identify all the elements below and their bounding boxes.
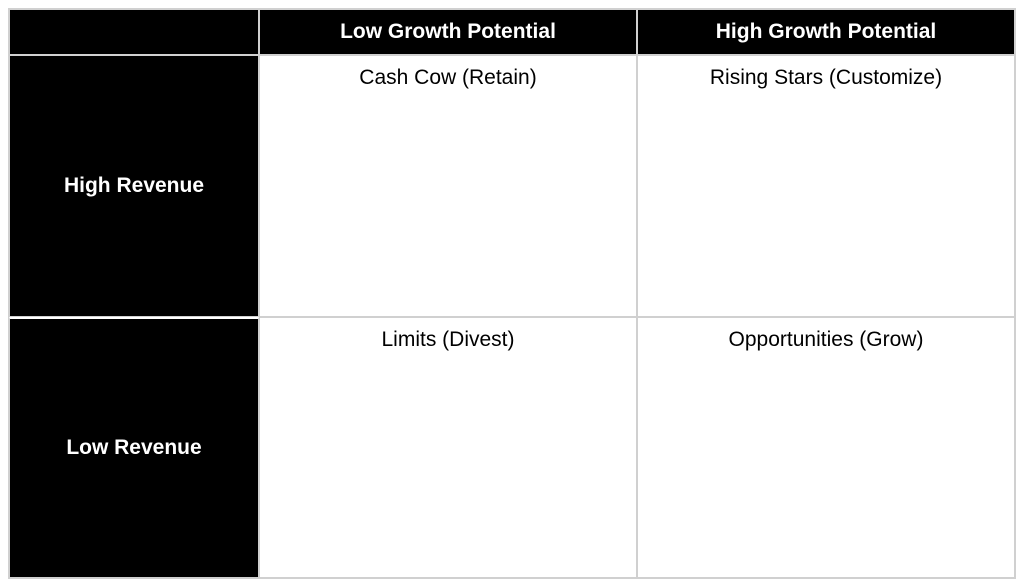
column-header-label: Low Growth Potential xyxy=(340,20,556,44)
cell-opportunities: Opportunities (Grow) xyxy=(637,317,1015,579)
column-header-high-growth: High Growth Potential xyxy=(637,9,1015,55)
cell-limits: Limits (Divest) xyxy=(259,317,637,579)
cell-cash-cow: Cash Cow (Retain) xyxy=(259,55,637,317)
row-header-high-revenue: High Revenue xyxy=(9,55,259,317)
row-header-label: Low Revenue xyxy=(66,436,201,460)
cell-rising-stars: Rising Stars (Customize) xyxy=(637,55,1015,317)
row-header-label: High Revenue xyxy=(64,174,204,198)
matrix-container: Low Growth Potential High Growth Potenti… xyxy=(8,8,1016,579)
row-header-low-revenue: Low Revenue xyxy=(9,317,259,579)
cell-label: Opportunities (Grow) xyxy=(729,328,924,352)
cell-label: Rising Stars (Customize) xyxy=(710,66,942,90)
column-header-label: High Growth Potential xyxy=(716,20,937,44)
cell-label: Cash Cow (Retain) xyxy=(359,66,536,90)
column-header-low-growth: Low Growth Potential xyxy=(259,9,637,55)
cell-label: Limits (Divest) xyxy=(381,328,514,352)
corner-cell xyxy=(9,9,259,55)
